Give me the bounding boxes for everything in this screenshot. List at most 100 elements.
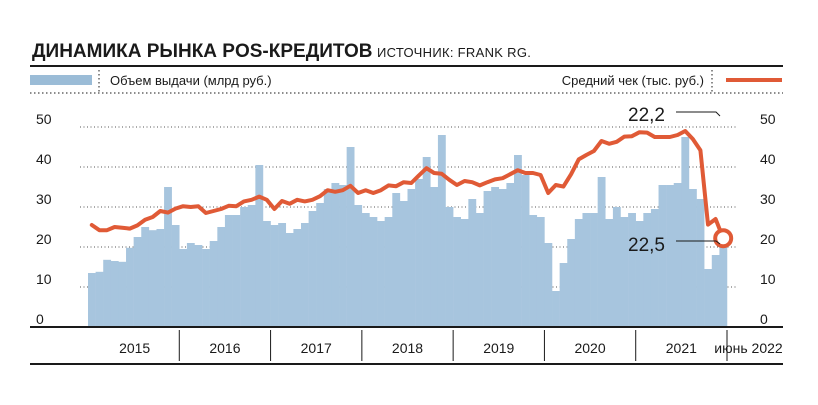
bars-legend-label: Объем выдачи (млрд руб.) xyxy=(110,73,272,88)
volume-bar xyxy=(354,205,363,327)
volume-bar xyxy=(171,225,180,327)
volume-bar xyxy=(308,211,317,327)
volume-bar xyxy=(658,185,667,327)
volume-bar xyxy=(491,187,500,327)
x-tick-label: 2020 xyxy=(574,340,605,356)
right-tick-label: 10 xyxy=(760,271,776,287)
volume-bar xyxy=(133,237,142,327)
volume-bar xyxy=(673,183,682,327)
volume-bar xyxy=(422,157,431,327)
volume-bar xyxy=(392,193,401,327)
volume-bar xyxy=(95,271,104,327)
line-series xyxy=(89,129,734,249)
volume-bar xyxy=(521,175,530,327)
volume-bar xyxy=(666,185,674,327)
volume-bar xyxy=(688,189,697,327)
volume-bar xyxy=(460,219,469,327)
volume-bar xyxy=(483,191,492,327)
x-tick-label: 2021 xyxy=(666,340,697,356)
volume-bar xyxy=(605,219,614,327)
x-tick-label: 2018 xyxy=(392,340,423,356)
volume-bar xyxy=(247,205,256,327)
volume-bar xyxy=(301,223,309,327)
left-tick-label: 30 xyxy=(36,191,52,207)
left-axis-ticks: 0 10 20 30 40 50 xyxy=(36,111,52,327)
bars-series xyxy=(88,135,728,327)
x-tick-label: 2017 xyxy=(301,340,332,356)
volume-bar xyxy=(88,273,96,327)
volume-bar xyxy=(559,263,568,327)
volume-bar xyxy=(232,215,241,327)
volume-bar xyxy=(377,221,385,327)
volume-bar xyxy=(529,215,538,327)
volume-bar xyxy=(110,261,119,327)
left-tick-label: 50 xyxy=(36,111,52,127)
volume-bar xyxy=(118,261,127,327)
line-legend-label: Средний чек (тыс. руб.) xyxy=(562,73,704,88)
volume-bar xyxy=(186,243,195,327)
x-tick-label: июнь 2022 xyxy=(714,340,783,356)
volume-bar xyxy=(126,247,134,327)
chart-title: ДИНАМИКА РЫНКА POS-КРЕДИТОВ xyxy=(32,41,373,62)
volume-bar xyxy=(323,189,332,327)
volume-bar xyxy=(567,239,576,327)
right-tick-label: 0 xyxy=(760,311,768,327)
volume-bar xyxy=(164,187,172,327)
volume-bar xyxy=(704,269,713,327)
volume-bar xyxy=(316,203,325,327)
volume-bar xyxy=(430,187,439,327)
volume-bar xyxy=(339,185,347,327)
chart-source: ИСТОЧНИК: FRANK RG. xyxy=(377,45,531,60)
volume-bar xyxy=(179,249,188,327)
volume-bar xyxy=(156,229,165,327)
x-tick-label: 2015 xyxy=(119,340,150,356)
right-tick-label: 20 xyxy=(760,231,776,247)
volume-bar xyxy=(445,207,454,327)
volume-bar xyxy=(194,245,203,327)
volume-bar xyxy=(384,217,393,327)
volume-bar xyxy=(536,217,545,327)
volume-bar xyxy=(612,207,621,327)
volume-bar xyxy=(240,207,248,327)
volume-bar xyxy=(620,217,629,327)
volume-bar xyxy=(270,225,279,327)
volume-bar xyxy=(361,213,370,327)
volume-bar xyxy=(453,217,461,327)
annotation-label: 22,2 xyxy=(628,105,665,126)
volume-bar xyxy=(711,255,720,327)
annotation-leader xyxy=(676,111,721,117)
volume-bar xyxy=(650,209,659,327)
volume-bar xyxy=(209,241,218,327)
volume-bar xyxy=(285,233,294,327)
volume-bar xyxy=(293,229,302,327)
volume-bar xyxy=(278,223,287,327)
left-tick-label: 10 xyxy=(36,271,52,287)
volume-bar xyxy=(628,213,636,327)
volume-bar xyxy=(597,177,606,327)
volume-bar xyxy=(635,221,644,327)
volume-bar xyxy=(719,237,728,327)
volume-bar xyxy=(514,155,522,327)
left-tick-label: 0 xyxy=(36,311,44,327)
annotations: 22,2 22,5 xyxy=(628,105,721,256)
volume-bar xyxy=(437,135,446,327)
volume-bar xyxy=(331,183,340,327)
volume-bar xyxy=(415,179,423,327)
volume-bar xyxy=(643,213,652,327)
volume-bar xyxy=(399,201,408,327)
left-tick-label: 40 xyxy=(36,151,52,167)
volume-bar xyxy=(475,213,484,327)
right-tick-label: 40 xyxy=(760,151,776,167)
volume-bar xyxy=(407,189,416,327)
volume-bar xyxy=(141,227,150,327)
volume-bar xyxy=(103,259,112,327)
volume-bar xyxy=(498,189,507,327)
x-axis-labels: 2015 2016 2017 2018 2019 2020 2021 июнь 2022 xyxy=(119,330,783,361)
volume-bar xyxy=(468,199,477,327)
volume-bar xyxy=(696,199,705,327)
average-check-line xyxy=(89,129,726,241)
volume-bar xyxy=(202,249,210,327)
left-tick-label: 20 xyxy=(36,231,52,247)
x-tick-label: 2019 xyxy=(483,340,514,356)
